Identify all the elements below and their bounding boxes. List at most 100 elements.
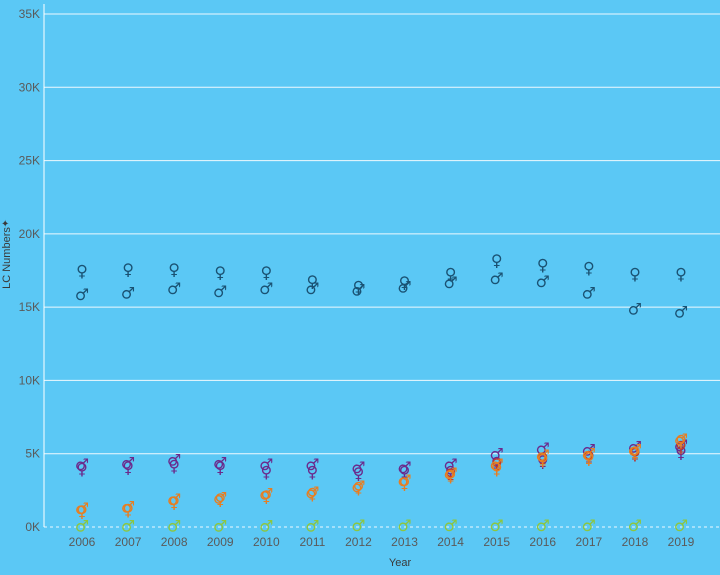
female-point-marker[interactable]: ♀ — [353, 464, 365, 483]
female-point-marker[interactable]: ♀ — [583, 448, 595, 467]
female-point-marker[interactable]: ♀ — [629, 445, 641, 464]
male-point-marker[interactable]: ♂ — [536, 446, 550, 465]
male-point-marker[interactable]: ♂ — [167, 279, 181, 298]
male-point-marker[interactable]: ♂ — [213, 282, 227, 301]
male-point-marker[interactable]: ♂ — [490, 516, 504, 535]
female-point-marker[interactable]: ♀ — [491, 251, 503, 270]
male-point-marker[interactable]: ♂ — [582, 283, 596, 302]
male-point-marker[interactable]: ♂ — [351, 516, 365, 535]
female-point-marker[interactable]: ♀ — [353, 478, 365, 497]
male-point-marker[interactable]: ♂ — [443, 464, 457, 483]
male-point-marker[interactable]: ♂ — [582, 440, 596, 459]
male-point-marker[interactable]: ♂ — [305, 517, 319, 536]
male-point-marker[interactable]: ♂ — [490, 455, 504, 474]
male-point-marker[interactable]: ♂ — [536, 272, 550, 291]
male-point-marker[interactable]: ♂ — [167, 451, 181, 470]
male-point-marker[interactable]: ♂ — [490, 269, 504, 288]
female-point-marker[interactable]: ♀ — [445, 467, 457, 486]
male-point-marker[interactable]: ♂ — [674, 303, 688, 322]
male-point-marker[interactable]: ♂ — [213, 454, 227, 473]
female-point-marker[interactable]: ♀ — [76, 459, 88, 478]
female-point-marker[interactable]: ♀ — [537, 452, 549, 471]
male-point-marker[interactable]: ♂ — [536, 516, 550, 535]
female-point-marker[interactable]: ♀ — [307, 484, 319, 503]
female-point-marker[interactable]: ♀ — [537, 449, 549, 468]
female-point-marker[interactable]: ♀ — [675, 432, 687, 451]
male-point-marker[interactable]: ♂ — [674, 436, 688, 455]
male-point-marker[interactable]: ♂ — [75, 285, 89, 304]
female-point-marker[interactable]: ♀ — [76, 502, 88, 521]
female-point-marker[interactable]: ♀ — [399, 273, 411, 292]
female-point-marker[interactable]: ♀ — [675, 264, 687, 283]
male-point-marker[interactable]: ♂ — [213, 489, 227, 508]
male-point-marker[interactable]: ♂ — [628, 437, 642, 456]
male-point-marker[interactable]: ♂ — [213, 517, 227, 536]
female-point-marker[interactable]: ♀ — [491, 454, 503, 473]
female-point-marker[interactable]: ♀ — [307, 272, 319, 291]
male-point-marker[interactable]: ♂ — [305, 455, 319, 474]
female-point-marker[interactable]: ♀ — [76, 262, 88, 281]
female-point-marker[interactable]: ♀ — [353, 278, 365, 297]
male-point-marker[interactable]: ♂ — [397, 516, 411, 535]
male-point-marker[interactable]: ♂ — [582, 516, 596, 535]
male-point-marker[interactable]: ♂ — [75, 517, 89, 536]
female-point-marker[interactable]: ♀ — [122, 500, 134, 519]
female-point-marker[interactable]: ♀ — [399, 462, 411, 481]
male-point-marker[interactable]: ♂ — [351, 477, 365, 496]
male-point-marker[interactable]: ♂ — [259, 455, 273, 474]
male-point-marker[interactable]: ♂ — [121, 497, 135, 516]
male-point-marker[interactable]: ♂ — [167, 517, 181, 536]
female-point-marker[interactable]: ♀ — [307, 462, 319, 481]
male-point-marker[interactable]: ♂ — [167, 490, 181, 509]
female-point-marker[interactable]: ♀ — [168, 456, 180, 475]
female-point-marker[interactable]: ♀ — [214, 490, 226, 509]
female-point-marker[interactable]: ♀ — [445, 465, 457, 484]
male-point-marker[interactable]: ♂ — [259, 279, 273, 298]
female-point-marker[interactable]: ♀ — [583, 259, 595, 278]
female-point-marker[interactable]: ♀ — [537, 451, 549, 470]
male-point-marker[interactable]: ♂ — [121, 283, 135, 302]
female-point-marker[interactable]: ♀ — [445, 462, 457, 481]
female-point-marker[interactable]: ♀ — [629, 264, 641, 283]
female-point-marker[interactable]: ♀ — [168, 493, 180, 512]
female-point-marker[interactable]: ♀ — [122, 458, 134, 477]
male-point-marker[interactable]: ♂ — [121, 517, 135, 536]
female-point-marker[interactable]: ♀ — [260, 487, 272, 506]
female-point-marker[interactable]: ♀ — [122, 260, 134, 279]
male-point-marker[interactable]: ♂ — [628, 300, 642, 319]
male-point-marker[interactable]: ♂ — [305, 279, 319, 298]
male-point-marker[interactable]: ♂ — [351, 281, 365, 300]
male-point-marker[interactable]: ♂ — [259, 517, 273, 536]
male-point-marker[interactable]: ♂ — [305, 483, 319, 502]
male-point-marker[interactable]: ♂ — [490, 445, 504, 464]
male-point-marker[interactable]: ♂ — [443, 455, 457, 474]
male-point-marker[interactable]: ♂ — [351, 458, 365, 477]
female-point-marker[interactable]: ♀ — [675, 437, 687, 456]
pin-icon[interactable]: ✦ — [1, 219, 9, 230]
male-point-marker[interactable]: ♂ — [75, 499, 89, 518]
male-point-marker[interactable]: ♂ — [443, 516, 457, 535]
female-point-marker[interactable]: ♀ — [675, 443, 687, 462]
male-point-marker[interactable]: ♂ — [674, 430, 688, 449]
female-point-marker[interactable]: ♀ — [583, 448, 595, 467]
female-point-marker[interactable]: ♀ — [629, 445, 641, 464]
female-point-marker[interactable]: ♀ — [445, 264, 457, 283]
male-point-marker[interactable]: ♂ — [628, 440, 642, 459]
male-point-marker[interactable]: ♂ — [582, 445, 596, 464]
male-point-marker[interactable]: ♂ — [75, 455, 89, 474]
female-point-marker[interactable]: ♀ — [214, 458, 226, 477]
male-point-marker[interactable]: ♂ — [536, 439, 550, 458]
female-point-marker[interactable]: ♀ — [583, 449, 595, 468]
male-point-marker[interactable]: ♂ — [259, 484, 273, 503]
female-point-marker[interactable]: ♀ — [168, 260, 180, 279]
female-point-marker[interactable]: ♀ — [399, 474, 411, 493]
female-point-marker[interactable]: ♀ — [629, 443, 641, 462]
female-point-marker[interactable]: ♀ — [260, 263, 272, 282]
female-point-marker[interactable]: ♀ — [491, 459, 503, 478]
female-point-marker[interactable]: ♀ — [537, 256, 549, 275]
male-point-marker[interactable]: ♂ — [397, 471, 411, 490]
female-point-marker[interactable]: ♀ — [214, 263, 226, 282]
male-point-marker[interactable]: ♂ — [397, 458, 411, 477]
female-point-marker[interactable]: ♀ — [491, 455, 503, 474]
female-point-marker[interactable]: ♀ — [260, 462, 272, 481]
